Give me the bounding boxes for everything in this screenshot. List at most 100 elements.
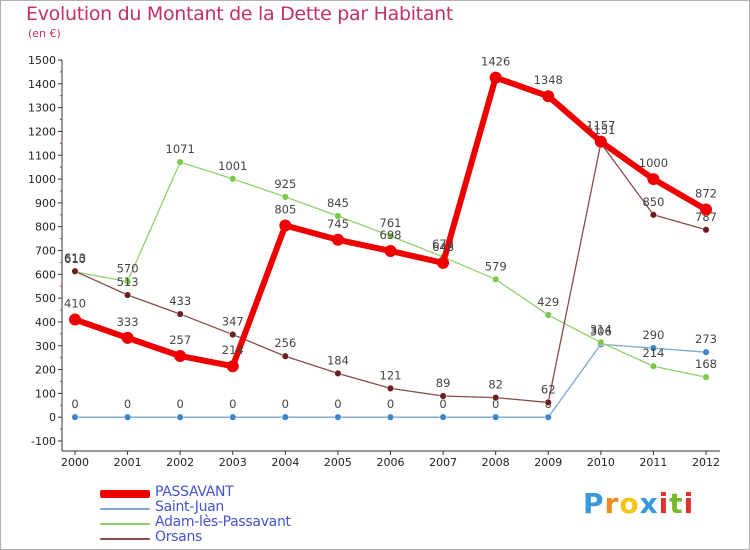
logo-letter: i <box>683 487 695 520</box>
y-tick-label: 500 <box>35 292 56 305</box>
data-point-orsans <box>544 398 552 406</box>
legend-label: Saint-Juan <box>155 499 225 515</box>
data-point-adam-l-s-passavant <box>229 175 237 183</box>
data-label-saint-juan: 0 <box>492 397 499 411</box>
data-label-passavant: 1348 <box>534 73 563 87</box>
data-point-saint-juan <box>544 413 552 421</box>
data-point-passavant <box>331 233 344 246</box>
x-tick-label: 2002 <box>166 456 194 469</box>
data-label-orsans: 184 <box>327 353 349 367</box>
data-point-orsans <box>176 310 184 318</box>
logo-letter: x <box>639 487 659 520</box>
proxiti-logo: Proxiti <box>583 487 694 520</box>
data-point-passavant <box>542 90 555 103</box>
data-point-saint-juan <box>386 413 395 421</box>
data-label-saint-juan: 0 <box>229 397 236 411</box>
y-tick-label: 1000 <box>28 173 56 186</box>
data-point-orsans <box>702 226 710 234</box>
data-label-passavant: 410 <box>64 297 86 311</box>
y-tick-label: -100 <box>31 435 56 448</box>
data-point-adam-l-s-passavant <box>544 311 552 319</box>
data-point-orsans <box>386 384 395 392</box>
legend-label: PASSAVANT <box>155 484 234 500</box>
data-point-saint-juan <box>492 413 500 421</box>
data-label-saint-juan: 306 <box>590 324 612 338</box>
data-label-passavant: 698 <box>380 228 402 242</box>
data-point-saint-juan <box>229 413 237 421</box>
x-tick-label: 2000 <box>61 456 89 469</box>
data-point-adam-l-s-passavant <box>124 277 132 286</box>
data-label-orsans: 613 <box>64 251 86 265</box>
data-point-adam-l-s-passavant <box>281 193 289 201</box>
data-label-saint-juan: 290 <box>642 328 664 342</box>
data-label-adam-l-s-passavant: 314 <box>590 322 612 336</box>
y-tick-label: 0 <box>49 411 56 424</box>
data-label-orsans: 82 <box>488 378 503 392</box>
data-point-saint-juan <box>649 344 657 352</box>
data-label-orsans: 89 <box>436 376 451 390</box>
x-tick-label: 2001 <box>114 456 142 469</box>
data-point-saint-juan <box>439 413 447 421</box>
x-tick-label: 2006 <box>377 456 405 469</box>
data-point-orsans <box>649 211 657 219</box>
data-label-passavant: 1426 <box>481 55 510 69</box>
y-tick-label: 100 <box>35 387 56 400</box>
data-point-passavant <box>121 331 134 344</box>
x-tick-label: 2008 <box>482 456 510 469</box>
data-point-passavant <box>489 71 502 84</box>
data-label-orsans: 256 <box>274 336 296 350</box>
logo-letter: P <box>583 487 605 520</box>
data-point-adam-l-s-passavant <box>649 362 657 370</box>
data-point-passavant <box>647 173 660 186</box>
y-tick-label: 400 <box>35 316 56 329</box>
data-point-orsans <box>229 331 237 339</box>
y-tick-label: 1400 <box>28 78 56 91</box>
data-point-orsans <box>492 394 500 402</box>
data-label-passavant: 257 <box>169 333 191 347</box>
y-tick-label: 900 <box>35 197 56 210</box>
data-point-orsans <box>334 369 342 377</box>
data-label-passavant: 872 <box>695 187 717 201</box>
y-tick-label: 1200 <box>28 125 56 138</box>
y-tick-label: 1500 <box>28 54 56 67</box>
data-point-saint-juan <box>281 413 289 421</box>
data-label-adam-l-s-passavant: 925 <box>274 177 296 191</box>
data-point-saint-juan <box>176 413 184 421</box>
logo-letter: i <box>658 487 670 520</box>
logo-letter: o <box>619 487 640 520</box>
x-tick-label: 2011 <box>639 456 667 469</box>
data-point-passavant <box>69 313 81 326</box>
data-label-passavant: 333 <box>117 315 139 329</box>
data-label-saint-juan: 0 <box>71 397 78 411</box>
data-label-adam-l-s-passavant: 214 <box>642 346 664 360</box>
legend-swatch <box>100 538 150 540</box>
y-tick-label: 800 <box>35 221 56 234</box>
data-label-passavant: 1000 <box>639 156 668 170</box>
data-label-saint-juan: 0 <box>282 397 289 411</box>
logo-letter: t <box>669 487 684 520</box>
legend-swatch <box>100 508 150 510</box>
data-point-passavant <box>174 349 187 362</box>
x-tick-label: 2005 <box>324 456 352 469</box>
y-tick-label: 300 <box>35 340 56 353</box>
data-label-passavant: 214 <box>222 343 244 357</box>
y-tick-label: 200 <box>35 364 56 377</box>
data-point-saint-juan <box>71 413 79 421</box>
data-label-saint-juan: 0 <box>334 397 341 411</box>
logo-letter: r <box>604 487 620 520</box>
data-label-orsans: 787 <box>695 210 717 224</box>
data-point-passavant <box>594 135 607 148</box>
data-label-saint-juan: 0 <box>439 397 446 411</box>
data-point-orsans <box>71 267 79 275</box>
data-point-passavant <box>700 203 712 216</box>
x-tick-label: 2009 <box>534 456 562 469</box>
data-label-orsans: 433 <box>169 294 191 308</box>
data-point-orsans <box>439 392 447 400</box>
data-point-adam-l-s-passavant <box>492 275 500 283</box>
data-point-passavant <box>437 256 450 269</box>
data-label-orsans: 121 <box>380 368 402 382</box>
legend-swatch <box>100 490 150 498</box>
data-point-adam-l-s-passavant <box>176 158 184 166</box>
data-label-adam-l-s-passavant: 1071 <box>166 142 195 156</box>
